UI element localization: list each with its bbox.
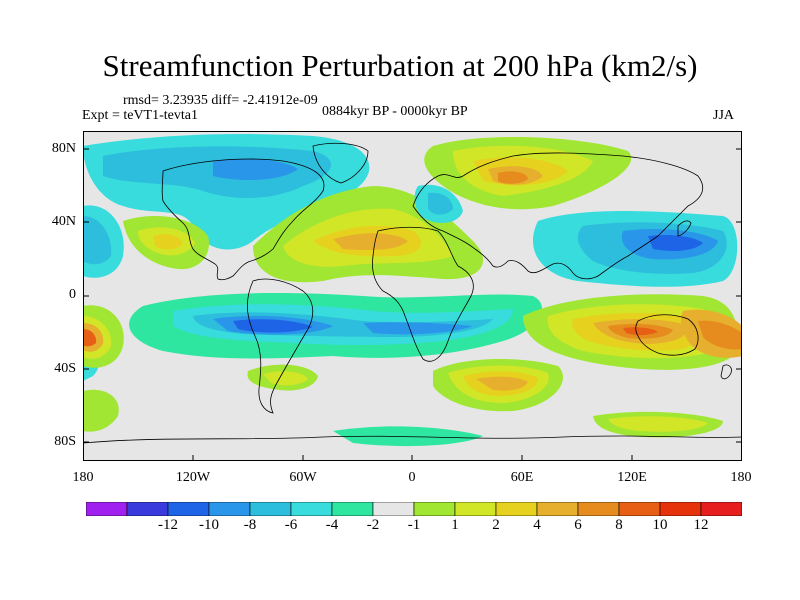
lon-label-180-east: 180 [730, 470, 752, 485]
colorbar-swatch [454, 502, 497, 516]
colorbar-swatch [659, 502, 702, 516]
stats-text: rmsd= 3.23935 diff= -2.41912e-09 [123, 93, 318, 108]
contour-high-eurasia [424, 136, 632, 210]
colorbar-swatch [331, 502, 374, 516]
lon-label-120w: 120W [175, 470, 211, 485]
colorbar-label: 12 [693, 517, 709, 533]
colorbar-swatch [86, 502, 128, 516]
coastlines [83, 142, 742, 444]
colorbar-swatch [536, 502, 579, 516]
lon-label-60w: 60W [289, 470, 317, 485]
contour-high-southern-ocean [433, 359, 563, 412]
colorbar-label: -10 [199, 517, 219, 533]
axis-ticks [83, 148, 742, 461]
coastline-japan [677, 220, 692, 237]
coastline-new-zealand [720, 364, 732, 380]
colorbar-label: 4 [533, 517, 541, 533]
colorbar-label: -1 [407, 517, 421, 533]
lon-label-60e: 60E [510, 470, 534, 485]
contour-high-argentina [247, 364, 318, 391]
plot-title: Streamfunction Perturbation at 200 hPa (… [102, 48, 698, 83]
colorbar-label: 6 [574, 517, 582, 533]
period-label: 0884kyr BP - 0000kyr BP [322, 104, 468, 119]
contour-low-south-atlantic [129, 293, 542, 359]
colorbar-label: -6 [284, 517, 298, 533]
map-area [83, 131, 742, 461]
colorbar-label: -2 [366, 517, 380, 533]
contour-high-sh-dateline-west [83, 305, 124, 368]
colorbar-label: 1 [451, 517, 459, 533]
season-label: JJA [713, 108, 735, 123]
colorbar-label: 2 [492, 517, 500, 533]
colorbar-swatch [208, 502, 251, 516]
colorbar-label: -12 [158, 517, 178, 533]
contour-high-ne-pacific [123, 216, 209, 270]
colorbar-swatch [618, 502, 661, 516]
contour-low-nw-pacific [532, 211, 738, 287]
experiment-label: Expt = teVT1-tevta1 [82, 108, 198, 123]
contour-low-mediterranean [414, 184, 463, 223]
colorbar-swatch [290, 502, 333, 516]
colorbar-swatch [126, 502, 169, 516]
lat-label-0: 0 [69, 287, 76, 302]
lon-label-180-west: 180 [72, 470, 94, 485]
lat-label-40s: 40S [54, 361, 76, 376]
coastline-australia [635, 314, 699, 356]
colorbar-label: 10 [652, 517, 668, 533]
colorbar-swatch [372, 502, 415, 516]
lat-label-80s: 80S [54, 434, 76, 449]
lon-label-120e: 120E [617, 470, 647, 485]
contour-low-central-pacific [83, 205, 124, 278]
coastline-south-america [246, 278, 314, 414]
colorbar-swatch [413, 502, 456, 516]
coastline-africa [372, 226, 474, 362]
colorbar [86, 502, 742, 516]
lat-label-80n: 80N [51, 141, 76, 156]
coastline-eurasia [412, 152, 704, 280]
contour-high-south-pacific [83, 389, 723, 447]
colorbar-swatch [700, 502, 742, 516]
colorbar-swatch [495, 502, 538, 516]
coastline-antarctica [83, 435, 742, 444]
colorbar-swatch [167, 502, 210, 516]
contour-low-north-america [83, 134, 370, 381]
lon-label-0: 0 [408, 470, 416, 485]
colorbar-swatch [249, 502, 292, 516]
colorbar-label: -4 [325, 517, 339, 533]
lat-label-40n: 40N [51, 214, 76, 229]
colorbar-swatch [577, 502, 620, 516]
coastline-greenland [312, 142, 369, 184]
colorbar-label: 8 [615, 517, 623, 533]
contour-high-indian-ocean [523, 294, 742, 370]
coastline-north-america [161, 158, 325, 281]
colorbar-label: -8 [243, 517, 257, 533]
